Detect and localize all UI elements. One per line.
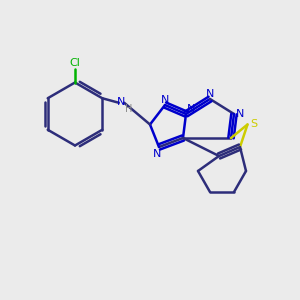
Text: N: N xyxy=(236,109,244,119)
Text: N: N xyxy=(161,94,169,105)
Text: N: N xyxy=(153,148,162,159)
Text: S: S xyxy=(250,119,258,129)
Text: H: H xyxy=(125,104,132,114)
Text: Cl: Cl xyxy=(70,58,80,68)
Text: N: N xyxy=(206,88,214,99)
Text: N: N xyxy=(187,103,196,114)
Text: N: N xyxy=(117,97,125,107)
